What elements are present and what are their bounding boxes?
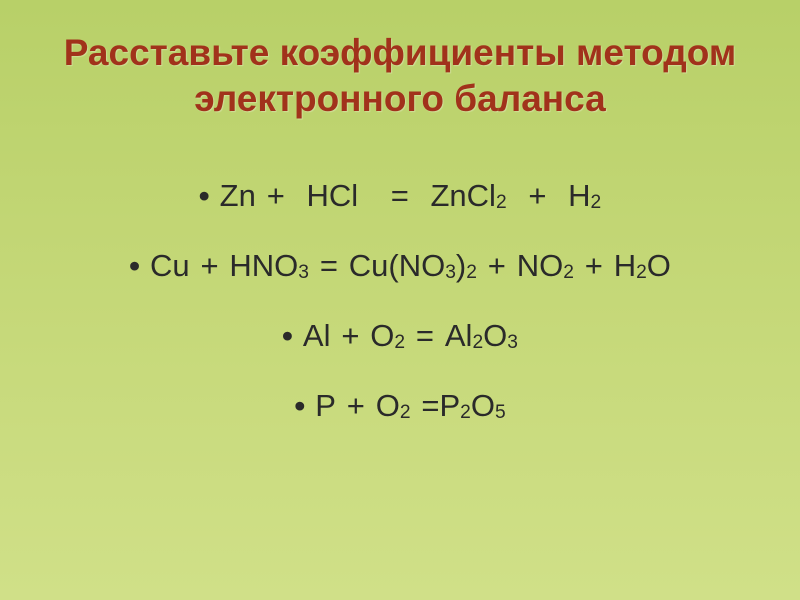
formula-text: Al [303, 318, 331, 354]
formula-text: + [488, 248, 506, 284]
equation-1: Zn+HCl=ZnCl2+H2 [220, 178, 602, 214]
formula-text: P [439, 388, 460, 424]
equation-line: • Zn+HCl=ZnCl2+H2 [199, 178, 601, 214]
equations-list: • Zn+HCl=ZnCl2+H2 • Cu+HNO3=Cu(NO3)2+NO2… [40, 178, 760, 561]
formula-text: ZnCl [430, 178, 495, 214]
formula-text: H [568, 178, 590, 214]
bullet-icon: • [294, 388, 305, 424]
formula-text: = [391, 178, 409, 214]
formula-text: Al [445, 318, 473, 354]
slide-title: Расставьте коэффициенты методом электрон… [40, 30, 760, 123]
formula-text: Zn [220, 178, 256, 214]
formula-text: O [471, 388, 495, 424]
formula-text: = [320, 248, 338, 284]
equation-line: • P+O2=P2O5 [294, 388, 505, 424]
formula-text: = [416, 318, 434, 354]
formula-text: O [376, 388, 400, 424]
equation-4: P+O2=P2O5 [315, 388, 505, 424]
formula-text: + [200, 248, 218, 284]
formula-text: HCl [306, 178, 358, 214]
formula-text: O [483, 318, 507, 354]
bullet-icon: • [199, 178, 210, 214]
formula-text: + [528, 178, 546, 214]
formula-text: O [370, 318, 394, 354]
bullet-icon: • [129, 248, 140, 284]
formula-text: HNO [229, 248, 298, 284]
equation-2: Cu+HNO3=Cu(NO3)2+NO2+H2O [150, 248, 671, 284]
formula-text: + [267, 178, 285, 214]
formula-text: + [347, 388, 365, 424]
equation-3: Al+O2=Al2O3 [303, 318, 518, 354]
formula-text: + [341, 318, 359, 354]
formula-text: Cu [150, 248, 190, 284]
formula-text: P [315, 388, 336, 424]
formula-text: = [421, 388, 439, 424]
formula-text: NO [517, 248, 564, 284]
bullet-icon: • [282, 318, 293, 354]
formula-text: Cu(NO [349, 248, 445, 284]
formula-text: ) [456, 248, 466, 284]
slide-container: Расставьте коэффициенты методом электрон… [0, 0, 800, 600]
equation-line: • Cu+HNO3=Cu(NO3)2+NO2+H2O [129, 248, 671, 284]
formula-text: O [647, 248, 671, 284]
equation-line: • Al+O2=Al2O3 [282, 318, 518, 354]
formula-text: H [614, 248, 636, 284]
formula-text: + [585, 248, 603, 284]
